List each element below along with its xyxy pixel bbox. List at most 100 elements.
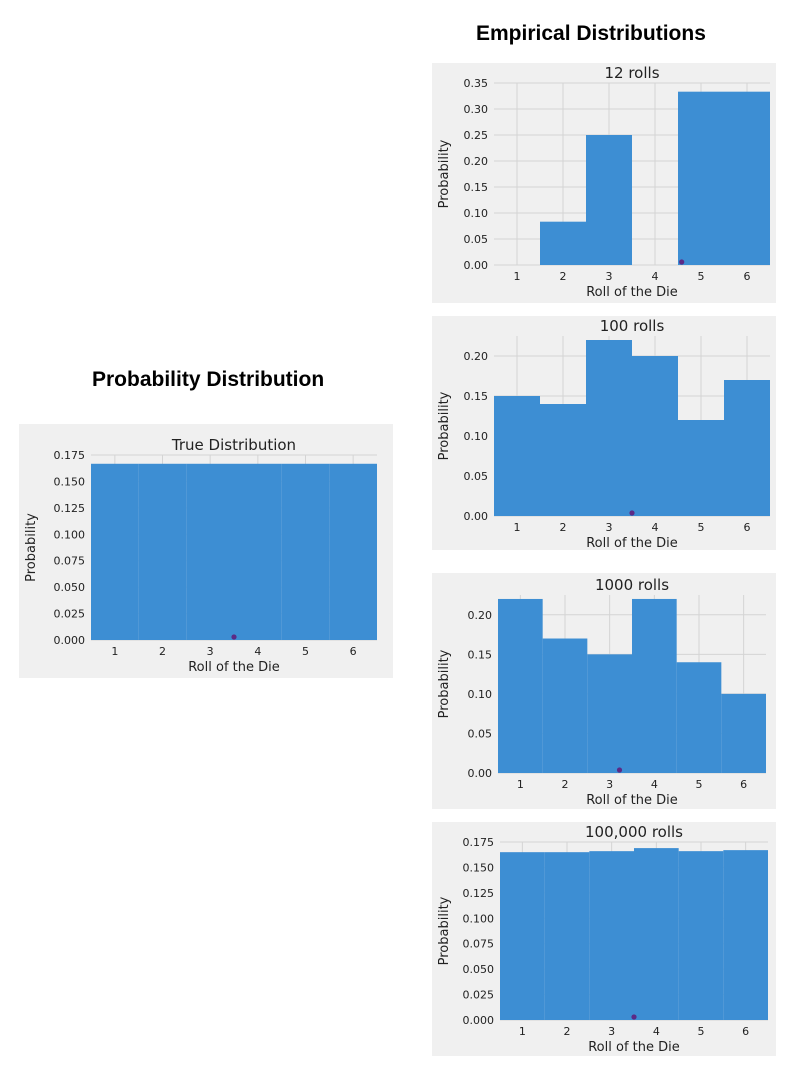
x-tick-label: 1 — [519, 1025, 526, 1038]
y-tick-label: 0.30 — [464, 103, 489, 116]
bar-5 — [676, 662, 722, 773]
y-tick-label: 0.050 — [463, 963, 495, 976]
y-tick-label: 0.10 — [468, 688, 493, 701]
y-tick-label: 0.075 — [54, 555, 86, 568]
bar-6 — [329, 463, 377, 640]
y-tick-label: 0.20 — [464, 155, 489, 168]
y-axis-label: Probability — [437, 139, 452, 208]
x-tick-label: 1 — [111, 645, 118, 658]
bar-5 — [678, 851, 724, 1020]
bar-2 — [542, 638, 588, 773]
y-tick-label: 0.050 — [54, 581, 86, 594]
x-tick-label: 3 — [606, 270, 613, 283]
chart-svg: 0.00 0.05 0.10 0.15 0.20 1 2 3 4 5 6 1000 rolls Roll… — [437, 576, 766, 808]
y-tick-label: 0.000 — [463, 1014, 495, 1027]
y-tick-label: 0.20 — [464, 350, 489, 363]
y-tick-label: 0.05 — [464, 233, 489, 246]
bar-4 — [234, 463, 282, 640]
mean-marker — [679, 259, 685, 265]
bar-3 — [587, 654, 632, 773]
y-tick-label: 0.10 — [464, 207, 489, 220]
x-tick-label: 1 — [514, 521, 521, 534]
y-tick-label: 0.025 — [54, 608, 86, 621]
mean-marker — [231, 634, 237, 640]
x-axis-label: Roll of the Die — [188, 660, 280, 675]
x-tick-label: 5 — [696, 778, 703, 791]
x-tick-label: 6 — [740, 778, 747, 791]
y-tick-label: 0.00 — [464, 259, 489, 272]
mean-marker — [629, 510, 635, 516]
x-axis-label: Roll of the Die — [586, 793, 678, 808]
bar-6 — [724, 91, 770, 266]
bar-2 — [540, 404, 586, 516]
bar-1 — [500, 852, 545, 1020]
bar-3 — [586, 340, 632, 516]
chart-svg: 0.00 0.05 0.10 0.15 0.20 0.25 0.30 0.35 1 2 3 4 5 6 12… — [437, 64, 770, 300]
chart-title: 12 rolls — [604, 64, 659, 82]
x-tick-label: 4 — [652, 521, 659, 534]
bar-4 — [632, 598, 677, 773]
y-axis-label: Probability — [24, 513, 39, 582]
y-tick-label: 0.075 — [463, 938, 495, 951]
x-axis-label: Roll of the Die — [588, 1040, 680, 1055]
bar-6 — [723, 850, 768, 1020]
chart-title: 100 rolls — [600, 317, 665, 335]
bar-6 — [721, 693, 766, 773]
x-tick-label: 2 — [562, 778, 569, 791]
y-tick-label: 0.15 — [468, 648, 493, 661]
bar-1 — [91, 463, 139, 640]
x-tick-label: 4 — [254, 645, 261, 658]
x-tick-label: 5 — [698, 1025, 705, 1038]
x-tick-label: 3 — [606, 778, 613, 791]
chart-title: 100,000 rolls — [585, 823, 683, 841]
x-tick-label: 2 — [560, 521, 567, 534]
empirical-distributions-heading: Empirical Distributions — [476, 22, 706, 45]
y-axis-label: Probability — [437, 391, 452, 460]
bar-3 — [186, 463, 234, 640]
y-tick-label: 0.125 — [463, 887, 495, 900]
mean-marker — [631, 1014, 637, 1020]
bar-1 — [494, 396, 540, 516]
x-tick-label: 6 — [742, 1025, 749, 1038]
x-tick-label: 5 — [698, 270, 705, 283]
y-tick-label: 0.175 — [54, 449, 86, 462]
1000-rolls-chart: 0.00 0.05 0.10 0.15 0.20 1 2 3 4 5 6 1000 rolls Roll… — [432, 573, 776, 809]
y-tick-label: 0.000 — [54, 634, 86, 647]
x-tick-label: 4 — [652, 270, 659, 283]
chart-svg: 0.000 0.025 0.050 0.075 0.100 0.125 0.150 0.175… — [24, 436, 377, 675]
x-tick-label: 2 — [564, 1025, 571, 1038]
y-tick-label: 0.150 — [54, 475, 86, 488]
x-tick-label: 3 — [207, 645, 214, 658]
y-tick-label: 0.150 — [463, 861, 495, 874]
true-distribution-chart: 0.000 0.025 0.050 0.075 0.100 0.125 0.150 0.175… — [19, 424, 393, 678]
y-tick-label: 0.00 — [464, 510, 489, 523]
y-tick-label: 0.100 — [463, 912, 495, 925]
bar-2 — [138, 463, 187, 640]
100-rolls-chart: 0.00 0.05 0.10 0.15 0.20 1 2 3 4 5 6 100 rolls Roll … — [432, 316, 776, 550]
12-rolls-chart: 0.00 0.05 0.10 0.15 0.20 0.25 0.30 0.35 1 2 3 4 5 6 12… — [432, 63, 776, 303]
chart-title: True Distribution — [171, 436, 296, 454]
x-tick-label: 3 — [606, 521, 613, 534]
x-tick-label: 5 — [302, 645, 309, 658]
mean-marker — [616, 767, 623, 773]
x-tick-label: 2 — [560, 270, 567, 283]
chart-svg: 0.000 0.025 0.050 0.075 0.100 0.125 0.150 0.175… — [437, 823, 768, 1055]
bar-4 — [632, 356, 678, 516]
chart-title: 1000 rolls — [595, 576, 669, 594]
y-tick-label: 0.025 — [463, 989, 495, 1002]
x-tick-label: 1 — [514, 270, 521, 283]
y-tick-label: 0.05 — [468, 727, 493, 740]
chart-svg: 0.00 0.05 0.10 0.15 0.20 1 2 3 4 5 6 100 rolls Roll … — [437, 317, 770, 550]
y-tick-label: 0.125 — [54, 502, 86, 515]
y-tick-label: 0.15 — [464, 390, 489, 403]
y-tick-label: 0.20 — [468, 609, 493, 622]
x-tick-label: 1 — [517, 778, 524, 791]
bar-6 — [724, 380, 770, 516]
bar-3 — [589, 851, 634, 1020]
y-tick-label: 0.25 — [464, 129, 489, 142]
x-tick-label: 6 — [744, 521, 751, 534]
y-tick-label: 0.10 — [464, 430, 489, 443]
x-tick-label: 2 — [159, 645, 166, 658]
y-axis-label: Probability — [437, 896, 452, 965]
y-tick-label: 0.175 — [463, 836, 495, 849]
